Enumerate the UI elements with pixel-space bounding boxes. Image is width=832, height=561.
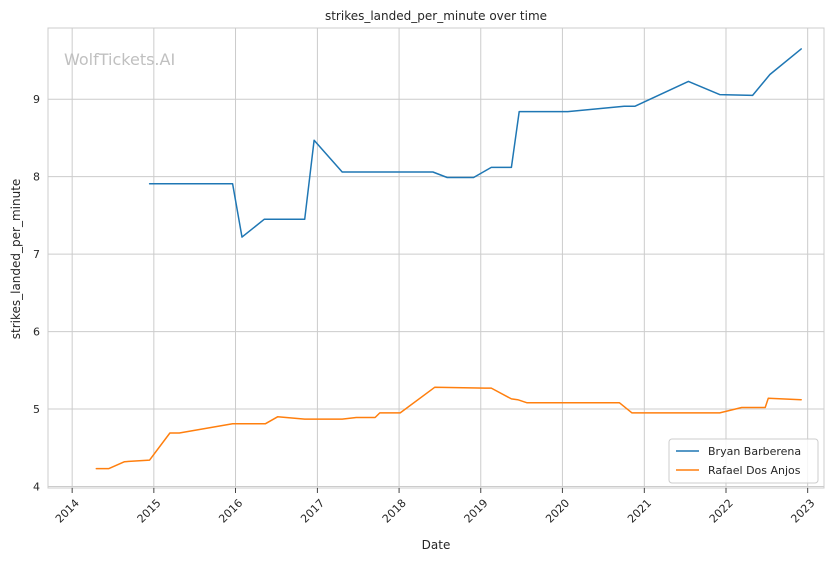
x-tick-label: 2021 xyxy=(625,497,654,526)
y-tick-label: 6 xyxy=(33,326,40,339)
y-tick-labels: 4 5 6 7 8 9 xyxy=(33,93,40,493)
legend: Bryan Barberena Rafael Dos Anjos xyxy=(668,438,819,484)
grid xyxy=(48,28,824,488)
watermark: WolfTickets.AI xyxy=(64,50,175,69)
x-tick-label: 2017 xyxy=(298,497,327,526)
y-tick-label: 9 xyxy=(33,93,40,106)
y-axis-label: strikes_landed_per_minute xyxy=(9,179,23,340)
x-tick-label: 2014 xyxy=(53,497,82,526)
x-tick-label: 2020 xyxy=(543,497,572,526)
series-line-bryan-barberena xyxy=(148,48,802,238)
y-tick-label: 4 xyxy=(33,480,40,493)
series-layer xyxy=(95,48,802,470)
x-tick-label: 2016 xyxy=(216,497,245,526)
x-tick-label: 2015 xyxy=(135,497,164,526)
series-line-rafael-dos-anjos xyxy=(95,386,802,470)
x-tick-label: 2019 xyxy=(462,497,491,526)
plot-background xyxy=(47,27,825,489)
x-tick-label: 2018 xyxy=(380,497,409,526)
y-tick-label: 5 xyxy=(33,403,40,416)
plot-area xyxy=(47,27,825,489)
x-axis-label: Date xyxy=(422,538,451,552)
legend-label-bryan-barberena: Bryan Barberena xyxy=(708,445,801,458)
x-tick-label: 2022 xyxy=(707,497,736,526)
x-tick-label: 2023 xyxy=(788,497,817,526)
legend-label-rafael-dos-anjos: Rafael Dos Anjos xyxy=(708,464,801,477)
chart-title: strikes_landed_per_minute over time xyxy=(325,9,547,23)
y-tick-label: 7 xyxy=(33,248,40,261)
y-tick-label: 8 xyxy=(33,171,40,184)
x-tick-labels: 2014 2015 2016 2017 2018 2019 2020 2021 2022 2023 xyxy=(53,488,817,526)
legend-box xyxy=(668,438,819,484)
